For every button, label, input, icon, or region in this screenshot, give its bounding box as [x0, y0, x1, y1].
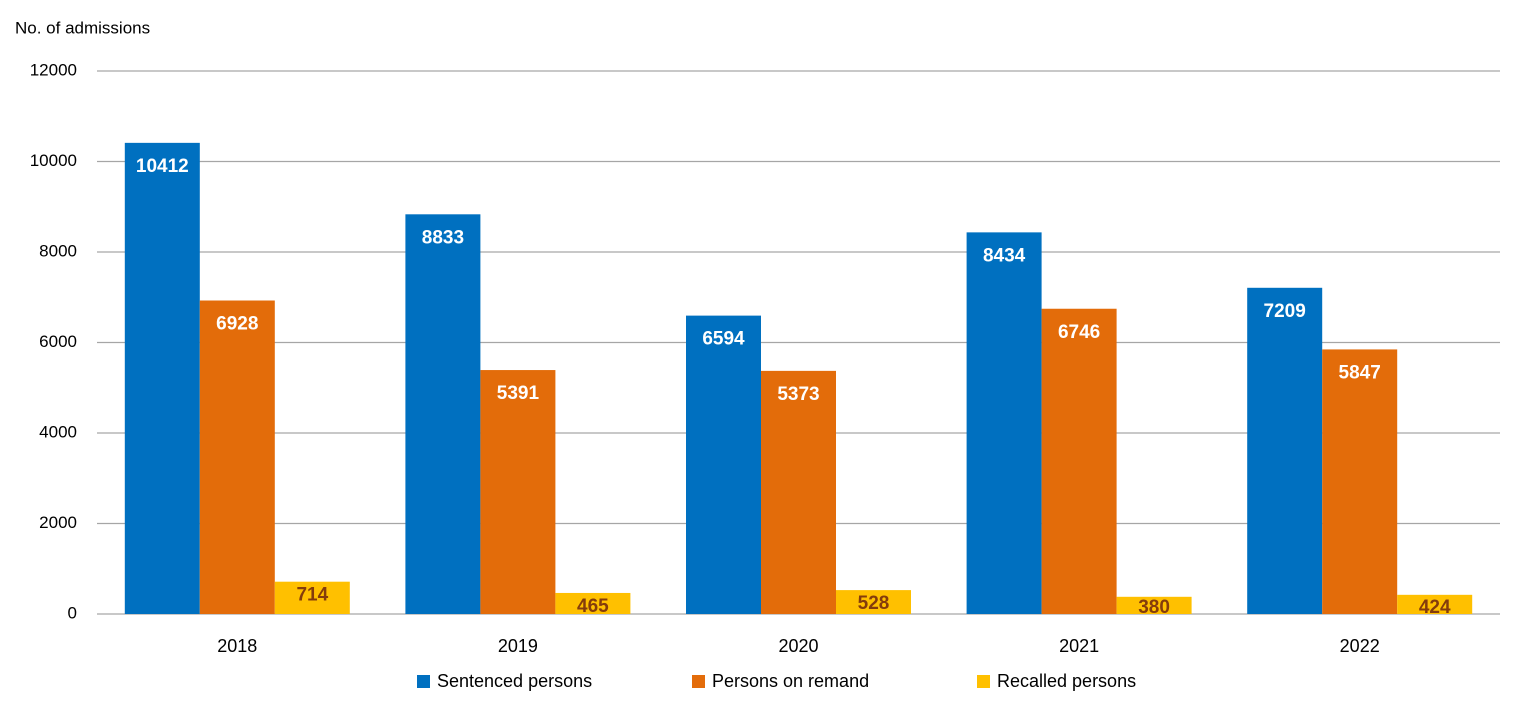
data-label: 5391	[497, 383, 540, 404]
y-tick-label: 0	[68, 603, 77, 622]
legend-swatch	[977, 675, 990, 688]
bar	[1041, 308, 1117, 614]
bar	[480, 370, 556, 614]
bar	[966, 232, 1042, 614]
bar	[405, 214, 481, 614]
data-label: 714	[296, 585, 328, 606]
bar	[1397, 594, 1473, 614]
data-label: 10412	[136, 156, 189, 177]
x-tick-label: 2018	[217, 636, 257, 656]
data-label: 7209	[1264, 301, 1306, 322]
legend-label: Persons on remand	[712, 671, 869, 691]
bar	[761, 370, 836, 614]
y-tick-label: 12000	[30, 60, 77, 79]
bar	[1247, 287, 1323, 614]
y-tick-label: 4000	[39, 422, 77, 441]
y-tick-label: 10000	[30, 151, 77, 170]
y-axis-title: No. of admissions	[15, 18, 150, 37]
bar	[1116, 596, 1192, 614]
data-label: 8434	[983, 245, 1026, 266]
data-label: 424	[1419, 597, 1451, 618]
data-label: 8833	[422, 227, 464, 248]
data-label: 380	[1138, 597, 1170, 618]
data-label: 5847	[1339, 362, 1381, 383]
x-tick-label: 2019	[498, 636, 538, 656]
legend-swatch	[692, 675, 705, 688]
bar	[686, 315, 761, 614]
bar	[836, 590, 911, 614]
data-label: 6746	[1058, 322, 1100, 343]
bar	[1322, 349, 1398, 614]
data-label: 528	[858, 593, 890, 614]
y-tick-label: 2000	[39, 513, 77, 532]
bar	[199, 300, 275, 614]
data-label: 6594	[702, 329, 745, 350]
legend-swatch	[417, 675, 430, 688]
bar	[555, 592, 631, 614]
y-tick-label: 8000	[39, 241, 77, 260]
y-tick-label: 6000	[39, 332, 77, 351]
legend-label: Sentenced persons	[437, 671, 592, 691]
x-tick-label: 2020	[778, 636, 818, 656]
data-label: 465	[577, 596, 609, 617]
bar	[274, 581, 350, 614]
bar	[124, 142, 200, 614]
x-tick-label: 2022	[1340, 636, 1380, 656]
legend-label: Recalled persons	[997, 671, 1136, 691]
data-label: 6928	[216, 314, 258, 335]
x-tick-label: 2021	[1059, 636, 1099, 656]
data-label: 5373	[777, 384, 819, 405]
